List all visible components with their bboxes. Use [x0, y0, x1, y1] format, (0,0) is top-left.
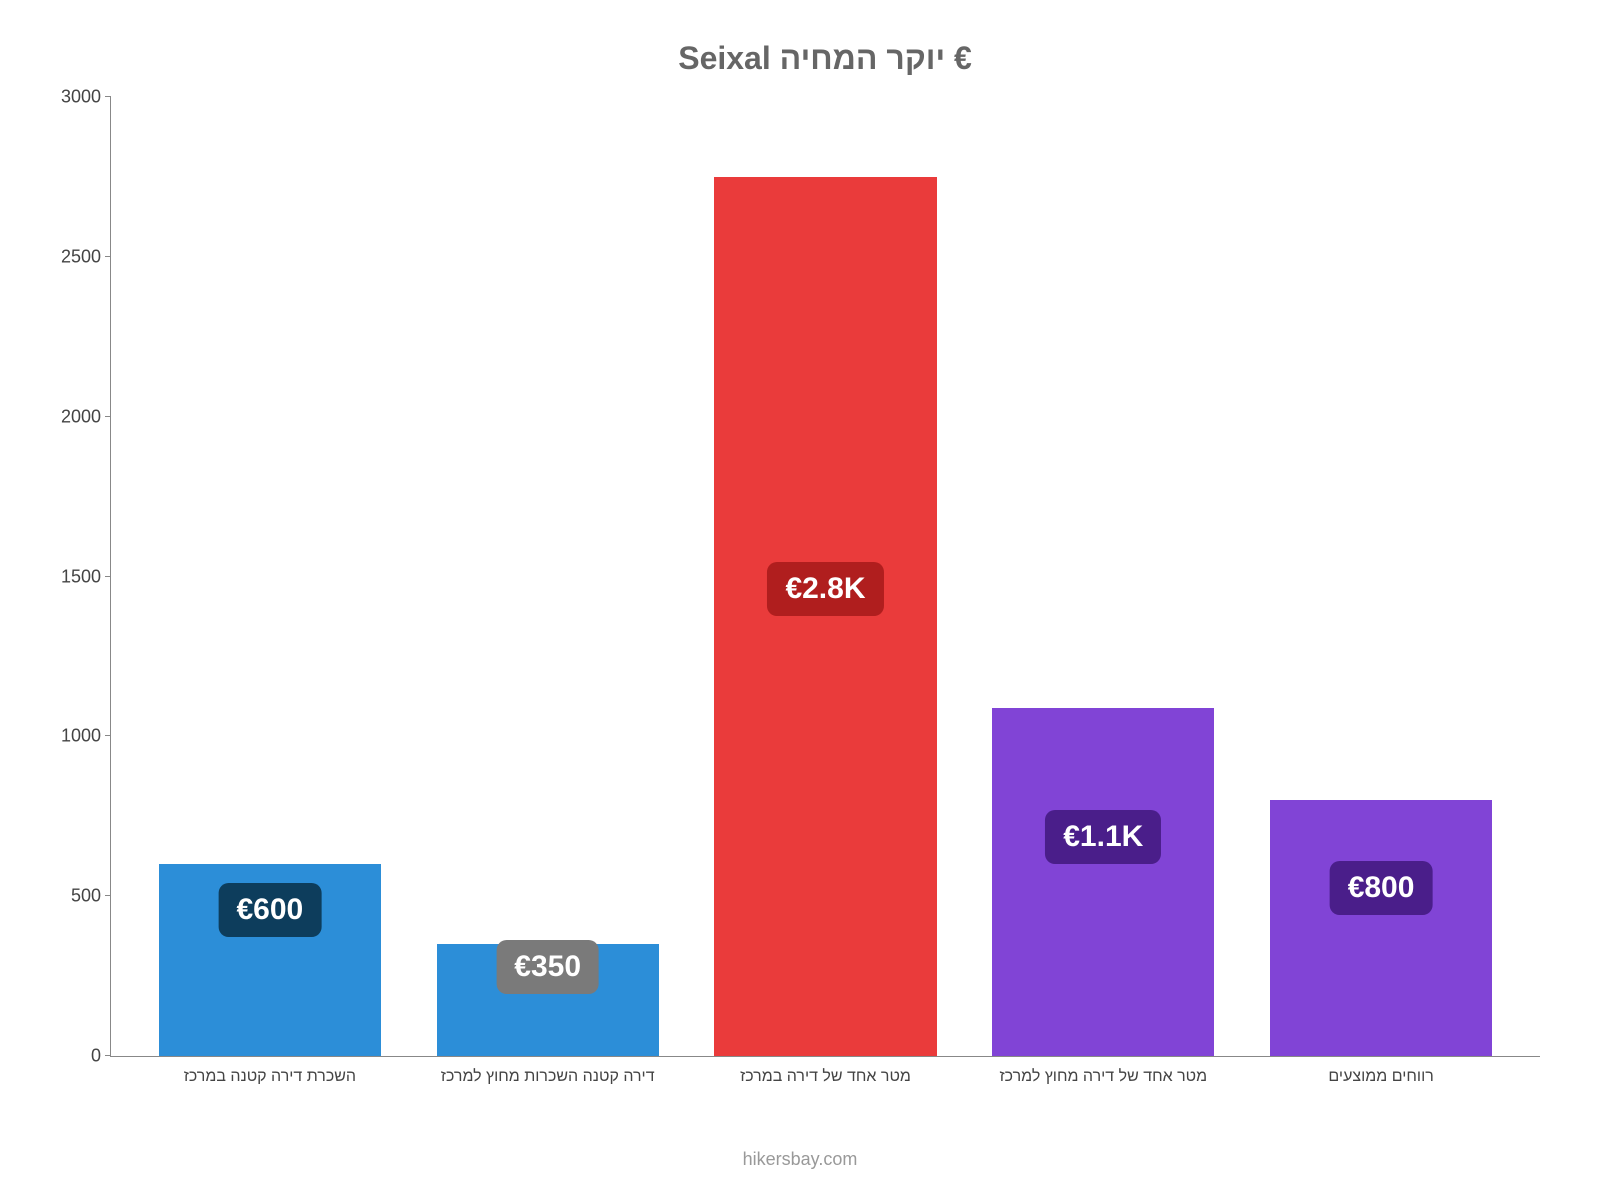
y-tick-mark: [105, 895, 111, 896]
bar-value-label: €350: [496, 940, 599, 994]
x-tick-label: דירה קטנה השכרות מחוץ למרכז: [409, 1068, 687, 1086]
bar-slot: €800: [1242, 97, 1520, 1056]
bar: €800: [1270, 800, 1492, 1056]
footer-attribution: hikersbay.com: [0, 1149, 1600, 1170]
y-tick-mark: [105, 576, 111, 577]
bars-wrap: €600 €350 €2.8K €1.1K €800: [111, 97, 1540, 1056]
x-tick-label: מטר אחד של דירה במרכז: [687, 1068, 965, 1086]
bar-value-label: €1.1K: [1045, 810, 1161, 864]
x-tick-label: רווחים ממוצעים: [1242, 1068, 1520, 1086]
plot-area: €600€350€2.8K€1.1K€800 השכרת דירה קטנה ב…: [110, 97, 1540, 1057]
x-tick-label: השכרת דירה קטנה במרכז: [131, 1068, 409, 1086]
bar-value-label: €2.8K: [767, 562, 883, 616]
y-tick-label: 1000: [41, 726, 101, 747]
y-tick-label: 1500: [41, 566, 101, 587]
bar-slot: €2.8K: [687, 97, 965, 1056]
y-tick-mark: [105, 96, 111, 97]
x-tick-label: מטר אחד של דירה מחוץ למרכז: [964, 1068, 1242, 1086]
chart-title: € יוקר המחיה Seixal: [110, 40, 1540, 77]
bar-value-label: €600: [219, 883, 322, 937]
y-tick-label: 0: [41, 1046, 101, 1067]
y-tick-label: 3000: [41, 87, 101, 108]
bar-slot: €1.1K: [964, 97, 1242, 1056]
y-tick-label: 2000: [41, 406, 101, 427]
bar: €350: [437, 944, 659, 1056]
y-tick-label: 2500: [41, 246, 101, 267]
y-tick-mark: [105, 1055, 111, 1056]
bar: €600: [159, 864, 381, 1056]
x-axis-labels: השכרת דירה קטנה במרכזדירה קטנה השכרות מח…: [111, 1068, 1540, 1086]
bar-value-label: €800: [1330, 861, 1433, 915]
y-tick-label: 500: [41, 886, 101, 907]
y-tick-mark: [105, 256, 111, 257]
y-tick-mark: [105, 416, 111, 417]
bar: €2.8K: [714, 177, 936, 1056]
chart-container: € יוקר המחיה Seixal €600 €350 €2.8K €1.1K €8…: [0, 0, 1600, 1200]
bar: €1.1K: [992, 708, 1214, 1056]
bar-slot: €350: [409, 97, 687, 1056]
y-tick-mark: [105, 735, 111, 736]
bar-slot: €600: [131, 97, 409, 1056]
